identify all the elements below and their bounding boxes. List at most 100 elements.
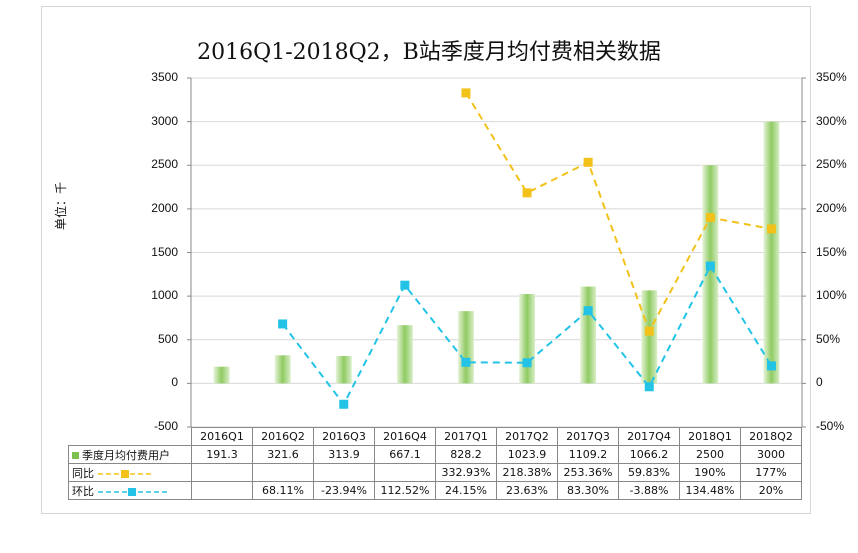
table-cell: 828.2 [435,445,497,464]
yoy-point [461,88,471,98]
qoq-point [583,306,593,316]
yoy-series-line [465,92,772,334]
bar [702,165,719,384]
table-cell [374,463,436,482]
bar [213,366,230,384]
yoy-point [705,213,715,223]
table-cell: 218.38% [496,463,558,482]
qoq-line-swatch-icon [98,487,168,496]
bar [274,355,291,384]
category-label: 2017Q4 [618,427,680,446]
left-tick-label: 1500 [151,244,178,259]
left-tick-label: 1000 [151,288,178,303]
table-cell: 191.3 [191,445,253,464]
legend-entry-users: 季度月均付费用户 [68,445,192,464]
category-label: 2018Q2 [740,427,802,446]
table-cell [191,481,253,500]
yoy-point [522,188,532,198]
qoq-point [705,261,715,271]
legend-entry-yoy: 同比 [68,463,192,482]
category-label: 2016Q2 [252,427,314,446]
qoq-series-line [281,263,773,407]
yoy-point [583,157,593,167]
bar-swatch-icon [72,452,79,459]
qoq-point [400,280,410,290]
table-row-users: 季度月均付费用户 191.3 321.6 313.9 667.1 828.2 1… [68,445,802,464]
table-cell: 190% [679,463,741,482]
table-cell: 20% [740,481,802,500]
right-tick-label: 150% [816,244,847,259]
bar [763,121,780,384]
category-label: 2017Q2 [496,427,558,446]
yoy-line-swatch-icon [98,469,154,478]
data-table: 2016Q1 2016Q2 2016Q3 2016Q4 2017Q1 2017Q… [68,427,802,500]
right-tick-label: -50% [816,419,845,433]
left-tick-label: 0 [171,375,178,390]
category-label: 2018Q1 [679,427,741,446]
category-label: 2016Q4 [374,427,436,446]
right-tick-label: 0 [816,375,823,390]
table-cell: 313.9 [313,445,375,464]
left-tick-label: 2000 [151,200,178,215]
right-tick-label: 350% [816,70,847,84]
table-row-qoq: 环比 68.11% -23.94% 112.52% 24.15% 23.63% … [68,481,802,500]
table-corner [69,428,192,446]
qoq-point [644,382,654,392]
table-cell: 112.52% [374,481,436,500]
table-cell: 321.6 [252,445,314,464]
table-cell: 23.63% [496,481,558,500]
table-cell: 134.48% [679,481,741,500]
table-row-yoy: 同比 332.93% 218.38% 253.36% 59.83% 190% 1… [68,463,802,482]
chart-title: 2016Q1-2018Q2，B站季度月均付费相关数据 [197,40,661,65]
table-cell: -3.88% [618,481,680,500]
qoq-point [522,358,532,368]
table-cell: 332.93% [435,463,497,482]
left-tick-label: 500 [157,331,178,346]
table-cell [252,463,314,482]
bar [396,325,413,384]
table-cell: 1066.2 [618,445,680,464]
table-cell: 2500 [679,445,741,464]
chart-frame [41,6,811,514]
table-cell: 1109.2 [557,445,619,464]
left-tick-label: 3500 [151,70,178,84]
yoy-point [644,326,654,336]
right-tick-label: 100% [816,288,847,303]
table-cell [191,463,253,482]
table-cell: 1023.9 [496,445,558,464]
table-cell: 253.36% [557,463,619,482]
bar [580,286,597,384]
category-label: 2016Q3 [313,427,375,446]
table-cell [313,463,375,482]
bar [335,355,352,384]
category-label: 2017Q1 [435,427,497,446]
qoq-point [339,399,349,409]
legend-label: 同比 [72,466,94,480]
right-tick-label: 200% [816,200,847,215]
table-header-row: 2016Q1 2016Q2 2016Q3 2016Q4 2017Q1 2017Q… [69,427,802,446]
left-tick-label: -500 [153,419,178,433]
right-tick-label: 50% [816,331,841,346]
right-tick-label: 250% [816,157,847,172]
left-tick-label: 2500 [151,157,178,172]
table-cell: 177% [740,463,802,482]
table-cell: -23.94% [313,481,375,500]
right-tick-label: 300% [816,113,847,128]
qoq-point [461,357,471,367]
category-label: 2016Q1 [191,427,253,446]
table-cell: 68.11% [252,481,314,500]
bar [458,311,474,384]
category-label: 2017Q3 [557,427,619,446]
table-cell: 667.1 [374,445,436,464]
legend-entry-qoq: 环比 [68,481,192,500]
legend-label: 季度月均付费用户 [82,448,170,462]
table-cell: 24.15% [435,481,497,500]
table-cell: 3000 [740,445,802,464]
bar [519,294,535,384]
legend-label: 环比 [72,484,94,498]
qoq-point [766,361,776,371]
bar [641,290,658,384]
left-tick-label: 3000 [151,113,178,128]
qoq-point [278,319,288,329]
